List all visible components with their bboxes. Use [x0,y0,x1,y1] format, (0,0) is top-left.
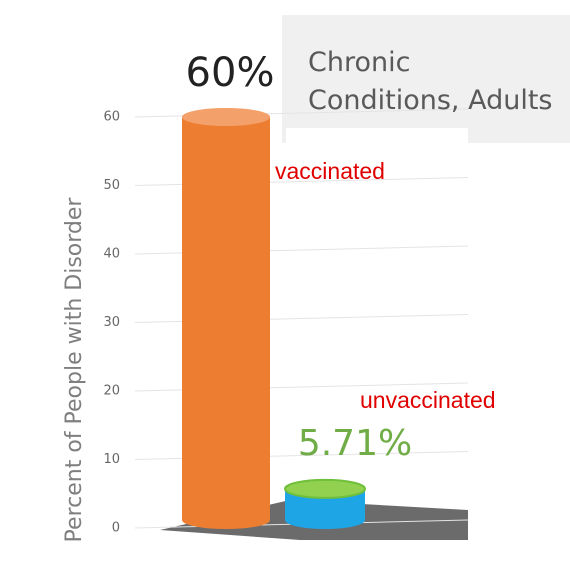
y-tick-label: 40 [103,247,120,262]
y-tick-label: 20 [103,384,120,399]
category-label: unvaccinated [360,387,496,413]
y-axis-label: Percent of People with Disorder [62,197,87,543]
bar-cap [284,478,366,499]
y-tick-label: 10 [103,452,120,467]
y-tick-label: 60 [103,110,120,125]
bar [182,117,270,520]
chart-title: Chronic Conditions, Adults [308,47,553,116]
value-label: 5.71% [298,423,412,464]
category-label: vaccinated [275,158,385,184]
value-label: 60% [186,50,275,96]
y-tick-label: 30 [103,315,120,330]
y-tick-label: 50 [103,178,120,193]
y-tick-label: 0 [112,521,120,536]
title-box [282,15,570,143]
bar-cap [182,108,270,126]
